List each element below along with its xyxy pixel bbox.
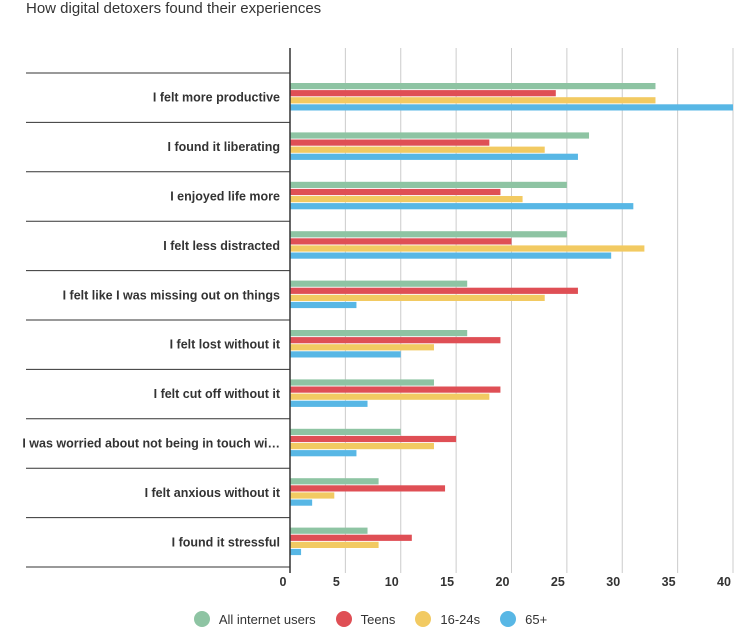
bar (290, 527, 368, 534)
bar (290, 548, 302, 556)
legend-item-16-24s[interactable]: 16-24s (415, 611, 480, 627)
bar (290, 492, 335, 499)
bar (290, 478, 379, 485)
bar (290, 280, 468, 287)
bar (290, 435, 457, 443)
bar (290, 196, 523, 203)
tick-label: 0 (280, 575, 287, 589)
bar (290, 337, 501, 344)
tick-label: 25 (551, 575, 565, 589)
bar (290, 450, 357, 457)
bar (290, 153, 578, 160)
bar (290, 400, 368, 407)
category-label: I felt more productive (153, 91, 280, 105)
bar (290, 104, 733, 111)
tick-label: 40 (717, 575, 731, 589)
legend-label: 16-24s (440, 611, 481, 627)
bar (290, 330, 468, 337)
legend-label: Teens (360, 611, 396, 627)
legend-swatch (500, 611, 517, 627)
category-label: I was worried about not being in touch w… (22, 437, 280, 451)
category-label: I felt lost without it (170, 338, 281, 352)
bar (290, 188, 501, 196)
legend-swatch (335, 611, 352, 627)
bar (290, 90, 556, 97)
legend-item-teens[interactable]: Teens (335, 611, 396, 627)
bar (290, 301, 357, 309)
category-label: I enjoyed life more (170, 190, 280, 204)
category-label: I felt less distracted (163, 239, 280, 253)
chart-title: How digital detoxers found their experie… (26, 0, 322, 17)
bar (290, 97, 656, 104)
category-label: I found it stressful (172, 535, 280, 549)
bar (290, 252, 612, 259)
tick-label: 5 (333, 575, 340, 589)
legend-item-all-internet-users[interactable]: All internet users (193, 611, 316, 627)
bar (290, 132, 590, 139)
bar (290, 351, 401, 358)
bar (290, 287, 578, 294)
tick-label: 10 (385, 575, 399, 589)
tick-label: 35 (662, 575, 676, 589)
bar (290, 541, 379, 548)
bar (290, 146, 545, 153)
tick-label: 30 (606, 575, 620, 589)
bar (290, 181, 567, 188)
legend-item-65-plus[interactable]: 65+ (500, 611, 547, 627)
bar (290, 83, 656, 90)
bar (290, 386, 501, 393)
bar (290, 139, 490, 146)
chart-legend: All internet users Teens 16-24s 65+ (0, 611, 741, 627)
category-label: I felt cut off without it (154, 387, 281, 401)
bar (290, 499, 313, 506)
bar (290, 294, 545, 301)
bar (290, 245, 645, 252)
chart-plot: I felt more productive I found it liberat… (22, 48, 734, 589)
category-label: I felt like I was missing out on things (63, 288, 280, 302)
legend-swatch (193, 611, 210, 627)
tick-label: 20 (496, 575, 510, 589)
bar (290, 534, 412, 541)
bar (290, 443, 434, 450)
bar (290, 231, 567, 238)
bar (290, 203, 634, 210)
legend-label: All internet users (218, 611, 316, 627)
bar (290, 393, 490, 400)
category-label: I felt anxious without it (145, 486, 281, 500)
legend-swatch (415, 611, 432, 627)
category-label: I found it liberating (168, 140, 281, 154)
bar (290, 379, 434, 386)
bar (290, 238, 512, 245)
bar (290, 344, 434, 351)
legend-label: 65+ (525, 611, 548, 627)
tick-label: 15 (440, 575, 454, 589)
bar (290, 428, 401, 435)
bar (290, 485, 446, 492)
